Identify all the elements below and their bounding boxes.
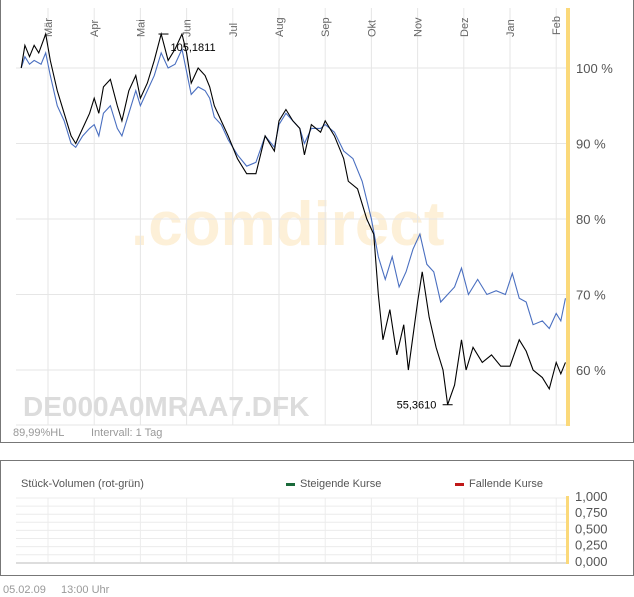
price-chart-panel: .comdirect Mär Apr Mai Jun Jul Aug Sep Okt Nov Dez… (0, 0, 634, 443)
max-label: 105,1811 (171, 42, 216, 54)
y-tick-label: 90 % (576, 137, 606, 152)
volume-chart: Stück-Volumen (rot-grün) Steigende Kurse F… (16, 478, 608, 569)
legend-down-label: Fallende Kurse (469, 478, 543, 490)
footer-time: 13:00 Uhr (61, 584, 110, 596)
current-date-marker (566, 8, 570, 426)
volume-title: Stück-Volumen (rot-grün) (21, 478, 144, 490)
legend-up-swatch (286, 483, 295, 486)
y-tick-label: 80 % (576, 212, 606, 227)
price-chart: .comdirect Mär Apr Mai Jun Jul Aug Sep Okt Nov Dez… (13, 8, 613, 439)
interval-label: Intervall: 1 Tag (91, 427, 162, 439)
y-tick-label: 60 % (576, 363, 606, 378)
legend-down-swatch (455, 483, 464, 486)
x-tick-label: Jun (182, 19, 194, 37)
volume-y-tick: 0,250 (575, 538, 608, 553)
footer-date: 05.02.09 (3, 584, 46, 596)
watermark-logo: .comdirect (131, 190, 445, 259)
x-tick-label: Mär (43, 18, 55, 37)
x-tick-label: Sep (320, 17, 332, 37)
volume-y-tick: 0,750 (575, 505, 608, 520)
x-tick-label: Nov (413, 17, 425, 37)
series-line (20, 31, 566, 405)
volume-chart-panel: Stück-Volumen (rot-grün) Steigende Kurse F… (0, 460, 634, 576)
x-tick-label: Feb (551, 16, 563, 35)
x-tick-label: Okt (366, 20, 378, 37)
x-tick-label: Dez (459, 17, 471, 37)
x-tick-label: Jan (505, 19, 517, 37)
x-tick-label: Aug (274, 17, 286, 37)
symbol-watermark: DE000A0MRAA7.DFK (23, 391, 309, 422)
x-tick-label: Apr (89, 20, 101, 37)
volume-y-tick: 0,000 (575, 554, 608, 569)
y-tick-label: 100 % (576, 61, 613, 76)
volume-y-tick: 0,500 (575, 521, 608, 536)
series-line (20, 47, 566, 330)
x-tick-label: Mai (135, 19, 147, 37)
legend-up-label: Steigende Kurse (300, 478, 381, 490)
volume-y-tick: 1,000 (575, 489, 608, 504)
y-tick-label: 70 % (576, 288, 606, 303)
volume-date-marker (566, 496, 569, 564)
hl-label: 89,99%HL (13, 427, 64, 439)
min-label: 55,3610 (397, 400, 437, 412)
x-tick-label: Jul (228, 23, 240, 37)
